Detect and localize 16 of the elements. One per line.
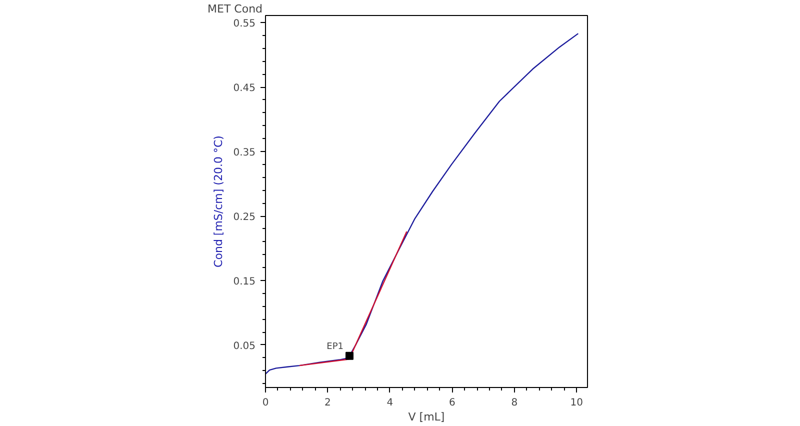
y-tick-label: 0.05 (233, 340, 256, 352)
y-tick-label: 0.25 (233, 212, 256, 224)
y-tick-label: 0.55 (233, 18, 256, 30)
x-tick-label: 0 (262, 398, 269, 408)
x-tick-label: 10 (570, 398, 583, 408)
y-tick-label: 0.35 (233, 148, 256, 159)
y-tick-label: 0.15 (233, 276, 256, 288)
y-axis-title: Cond [mS/cm] (20.0 °C) (212, 136, 226, 268)
x-tick-label: 4 (386, 398, 394, 408)
x-tick-label: 8 (511, 398, 518, 408)
y-tick-label: 0.45 (233, 83, 256, 94)
x-tick-label: 6 (448, 398, 456, 408)
x-axis-title: V [mL] (408, 410, 445, 424)
x-tick-label: 2 (324, 398, 331, 408)
annotation: EP1 (326, 342, 344, 352)
chart-title: MET Cond (208, 2, 263, 16)
